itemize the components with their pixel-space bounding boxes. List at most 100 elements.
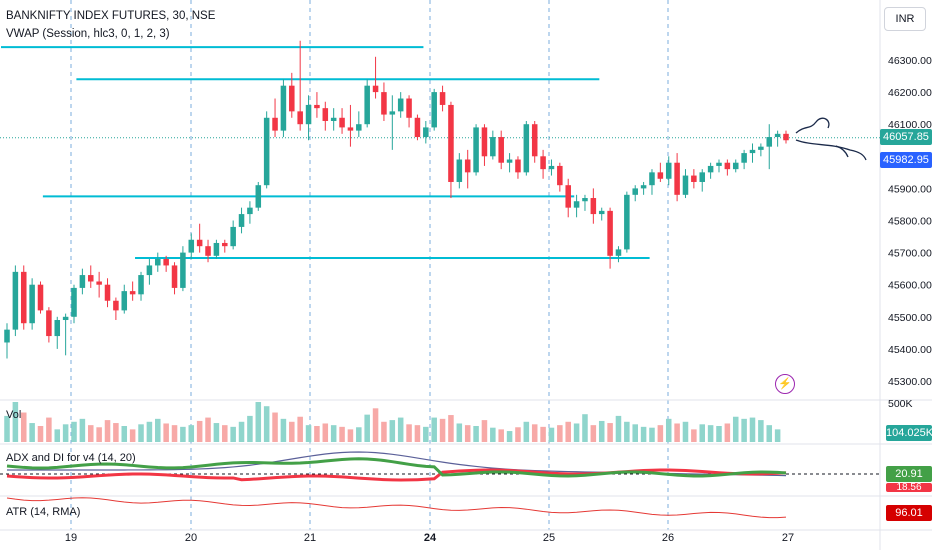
candle-body	[322, 108, 329, 121]
volume-bar	[624, 421, 630, 442]
candle	[356, 111, 362, 138]
candle-body	[557, 165, 563, 186]
time-tick-label: 19	[65, 532, 77, 544]
volume-label: Vol	[6, 409, 22, 421]
candle-body	[347, 127, 354, 131]
volume-bar	[322, 423, 329, 442]
currency-button[interactable]: INR	[884, 7, 926, 31]
candle-body	[741, 153, 747, 163]
vwap-legend: VWAP (Session, hlc3, 0, 1, 2, 3)	[6, 28, 170, 40]
candle	[515, 156, 521, 179]
volume-bar	[155, 418, 161, 442]
candle	[674, 153, 680, 202]
candle	[582, 194, 588, 211]
price-tick-label: 45900.00	[888, 183, 932, 195]
candle	[498, 130, 504, 170]
candle	[548, 159, 555, 176]
candle	[222, 239, 228, 253]
candle-body	[180, 252, 186, 288]
candle	[29, 278, 35, 330]
candle-body	[104, 284, 111, 301]
candle-body	[665, 162, 672, 179]
candle-body	[146, 265, 153, 276]
volume-bar	[138, 424, 144, 442]
di-plus-line	[6, 457, 787, 478]
candle	[347, 104, 354, 147]
candle-body	[523, 124, 530, 173]
candle-body	[657, 172, 664, 179]
volume-bar	[230, 426, 236, 442]
volume-bar	[615, 415, 622, 442]
candle-body	[4, 329, 10, 343]
volume-bar	[263, 406, 270, 442]
candle-body	[356, 124, 362, 131]
candle	[481, 124, 488, 166]
volume-bar	[582, 414, 588, 442]
candle	[180, 246, 186, 292]
candle	[263, 111, 270, 189]
candle	[531, 120, 538, 163]
candle	[297, 40, 303, 131]
candle-body	[272, 117, 278, 131]
volume-bar	[414, 425, 421, 442]
candle-body	[439, 92, 446, 105]
volume-bar	[180, 426, 186, 442]
candle-body	[255, 185, 262, 208]
volume-bar	[607, 423, 613, 442]
volume-bar	[272, 412, 278, 442]
volume-bar	[104, 420, 111, 442]
candle-body	[381, 92, 387, 115]
candle-body	[330, 117, 337, 121]
candle	[37, 281, 44, 314]
candle-body	[624, 194, 630, 250]
volume-bar	[766, 425, 773, 442]
candle-body	[79, 275, 86, 288]
adx-lines	[6, 451, 787, 482]
candle-body	[682, 175, 689, 195]
candle-body	[71, 287, 77, 317]
candle-body	[699, 172, 706, 182]
candle-body	[12, 271, 19, 330]
price-tick-label: 45700.00	[888, 248, 932, 260]
candle	[381, 82, 387, 121]
volume-bar	[280, 418, 287, 442]
candle	[330, 108, 337, 131]
candle	[87, 265, 94, 288]
lightning-icon[interactable]: ⚡	[775, 374, 795, 394]
candle	[766, 124, 773, 170]
volume-bar	[397, 417, 404, 442]
volume-bar	[330, 425, 337, 442]
volume-bar	[121, 426, 128, 442]
candle	[364, 79, 370, 128]
volume-bar	[557, 425, 563, 442]
horizontal-levels[interactable]	[1, 46, 650, 260]
volume-bars	[4, 402, 781, 442]
candle-body	[305, 104, 312, 125]
candle-body	[406, 98, 412, 118]
volume-bar	[481, 420, 488, 442]
candle	[490, 130, 496, 160]
candle-body	[314, 104, 320, 109]
volume-bar	[96, 427, 102, 442]
candle	[439, 85, 446, 112]
candle	[573, 194, 580, 218]
candle	[372, 56, 379, 99]
volume-bar	[464, 425, 471, 442]
volume-bar	[456, 423, 463, 442]
volume-bar	[649, 427, 655, 442]
candle	[155, 252, 161, 272]
candle	[732, 159, 739, 173]
volume-bar	[674, 423, 680, 442]
volume-bar	[4, 415, 10, 442]
price-axis: 46300.0046200.0046100.0046000.0045900.00…	[888, 55, 932, 388]
volume-bar	[741, 418, 747, 442]
annotation-stroke	[835, 145, 849, 158]
candle	[4, 323, 10, 359]
candle	[624, 191, 630, 253]
candle-body	[289, 85, 295, 112]
candle-body	[573, 201, 580, 208]
volume-bar	[490, 427, 496, 442]
candle-body	[339, 117, 345, 128]
volume-bar	[699, 424, 706, 442]
